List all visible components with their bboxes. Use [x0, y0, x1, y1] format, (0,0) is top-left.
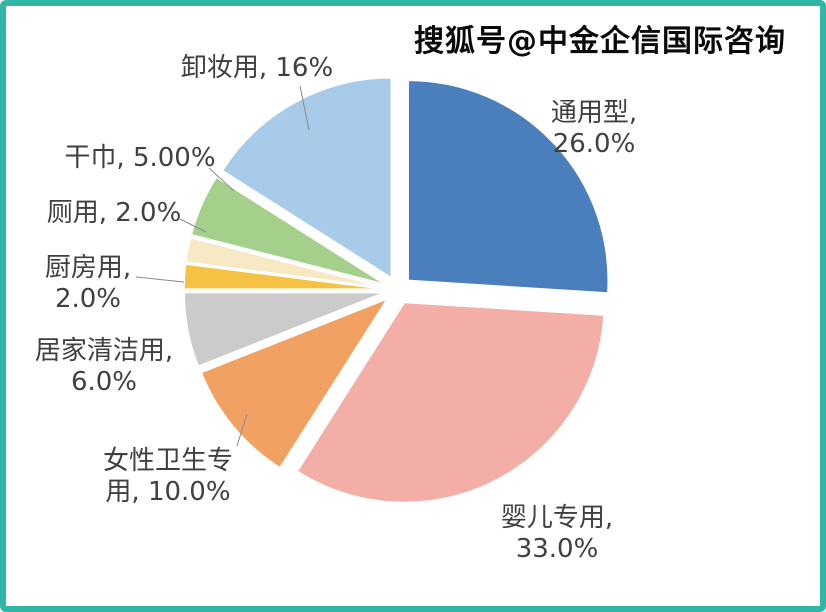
slice-label-line: 卸妆用, 16% — [180, 53, 334, 83]
slice-label-0: 通用型, 26.0% — [551, 98, 637, 160]
leader-line-slice-5 — [179, 218, 207, 233]
slice-label-line: 33.0% — [515, 534, 599, 564]
slice-label-3: 居家清洁用, 6.0% — [35, 336, 173, 398]
slice-label-5: 厕用, 2.0% — [47, 198, 182, 229]
pie-slice-3 — [183, 291, 385, 368]
slice-label-line: 26.0% — [552, 129, 636, 159]
slice-label-line: 厨房用, — [44, 253, 132, 283]
slice-label-line: 6.0% — [70, 367, 138, 397]
leader-line-slice-7 — [299, 85, 310, 131]
pie-slice-2 — [200, 297, 390, 469]
slice-label-6: 干巾, 5.00% — [64, 143, 215, 174]
leader-line-slice-4 — [135, 276, 185, 283]
slice-label-line: 婴儿专用, — [500, 503, 614, 533]
slice-label-4: 厨房用, 2.0% — [45, 253, 131, 315]
pie-slice-4 — [183, 263, 385, 290]
slice-label-1: 婴儿专用, 33.0% — [501, 503, 613, 565]
pie-slice-6 — [190, 176, 386, 286]
pie-slice-1 — [296, 301, 605, 504]
slice-label-line: 厕用, 2.0% — [46, 198, 182, 228]
slice-label-2: 女性卫生专 用, 10.0% — [103, 446, 233, 508]
leader-line-slice-6 — [208, 167, 235, 192]
slice-label-line: 2.0% — [54, 284, 122, 314]
slice-label-7: 卸妆用, 16% — [181, 53, 333, 84]
slice-label-line: 居家清洁用, — [34, 336, 174, 366]
slice-label-line: 女性卫生专 — [102, 446, 234, 476]
leader-line-slice-2 — [236, 413, 248, 447]
watermark-text: 搜狐号@中金企信国际咨询 — [414, 24, 786, 59]
slice-label-line: 用, 10.0% — [105, 477, 231, 507]
slice-label-line: 通用型, — [550, 98, 638, 128]
pie-slice-7 — [221, 76, 393, 280]
pie-slice-0 — [407, 79, 609, 294]
pie-chart — [135, 76, 609, 504]
slice-label-line: 干巾, 5.00% — [64, 143, 216, 173]
pie-slice-5 — [184, 236, 385, 289]
